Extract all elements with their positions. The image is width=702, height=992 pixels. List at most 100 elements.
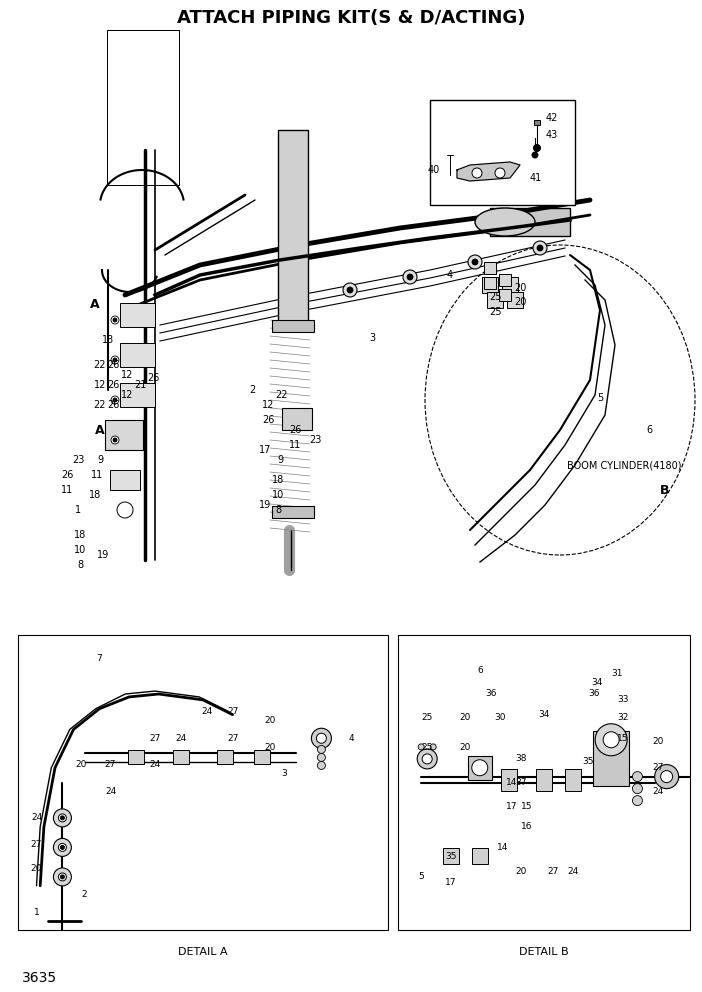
Text: BOOM CYLINDER(4180): BOOM CYLINDER(4180) (567, 460, 682, 470)
Bar (565, 769, 581, 791)
Text: 35: 35 (445, 852, 456, 861)
Text: 11: 11 (61, 485, 73, 495)
Ellipse shape (475, 208, 535, 236)
Bar (105, 420, 143, 450)
Text: A: A (95, 424, 105, 436)
Text: 22: 22 (94, 360, 106, 370)
Text: 20: 20 (460, 713, 471, 722)
Text: 27: 27 (105, 760, 117, 770)
Circle shape (113, 438, 117, 442)
Circle shape (53, 868, 72, 886)
Bar (282, 408, 312, 430)
Text: 2: 2 (82, 890, 88, 899)
Text: 22: 22 (94, 400, 106, 410)
Circle shape (113, 398, 117, 402)
Text: 1: 1 (34, 908, 39, 917)
Text: 25: 25 (489, 307, 501, 317)
Text: 27: 27 (31, 840, 42, 849)
Text: 24: 24 (568, 866, 579, 876)
Text: 19: 19 (259, 500, 271, 510)
Text: 14: 14 (506, 778, 517, 787)
Text: 27: 27 (227, 707, 238, 716)
Text: 20: 20 (652, 737, 663, 746)
Circle shape (633, 772, 642, 782)
Circle shape (113, 318, 117, 322)
Text: 31: 31 (611, 669, 623, 678)
Text: 14: 14 (498, 843, 509, 852)
Text: 9: 9 (97, 455, 103, 465)
Text: 20: 20 (31, 864, 42, 873)
Circle shape (347, 287, 353, 293)
Text: 20: 20 (460, 743, 471, 752)
Circle shape (655, 765, 679, 789)
Bar (490, 208, 570, 236)
Text: 20: 20 (514, 297, 526, 307)
Text: 24: 24 (105, 787, 116, 796)
Text: 10: 10 (272, 490, 284, 500)
Circle shape (534, 145, 541, 152)
Circle shape (343, 283, 357, 297)
Text: 18: 18 (89, 490, 101, 500)
Circle shape (472, 168, 482, 178)
Text: 26: 26 (61, 470, 73, 480)
Text: 6: 6 (646, 425, 652, 435)
Text: 17: 17 (506, 802, 517, 810)
Bar (484, 262, 496, 274)
Bar (499, 289, 511, 301)
Text: 20: 20 (514, 283, 526, 293)
Bar (507, 292, 523, 308)
Bar (398, 635, 690, 930)
Text: 26: 26 (289, 425, 301, 435)
Circle shape (472, 760, 488, 776)
Text: 23: 23 (309, 435, 322, 445)
Text: 24: 24 (176, 734, 187, 743)
Text: 5: 5 (597, 393, 603, 403)
Text: 26: 26 (107, 400, 119, 410)
Text: 17: 17 (259, 445, 271, 455)
Text: DETAIL B: DETAIL B (519, 947, 569, 957)
Bar (442, 848, 458, 864)
Circle shape (317, 733, 326, 743)
Text: 3635: 3635 (22, 971, 57, 985)
Bar (472, 848, 488, 864)
Text: 25: 25 (421, 743, 433, 752)
Polygon shape (457, 162, 520, 181)
Circle shape (113, 358, 117, 362)
Circle shape (537, 245, 543, 251)
Circle shape (317, 745, 326, 754)
Text: 8: 8 (275, 505, 281, 515)
Text: DETAIL A: DETAIL A (178, 947, 228, 957)
Bar (107, 30, 179, 185)
Bar (217, 750, 233, 765)
Text: 12: 12 (121, 370, 133, 380)
Text: 18: 18 (74, 530, 86, 540)
Bar (499, 274, 511, 286)
Circle shape (60, 845, 65, 849)
Text: 11: 11 (91, 470, 103, 480)
Bar (254, 750, 270, 765)
Text: 43: 43 (546, 130, 558, 140)
Circle shape (495, 168, 505, 178)
Text: 26: 26 (147, 373, 159, 383)
Text: 20: 20 (515, 866, 526, 876)
Text: 34: 34 (591, 678, 602, 686)
Bar (107, 30, 179, 185)
Circle shape (533, 241, 547, 255)
Bar (502, 277, 518, 293)
Text: 2: 2 (249, 385, 255, 395)
Circle shape (633, 796, 642, 806)
Circle shape (53, 808, 72, 827)
Text: 27: 27 (150, 734, 161, 743)
Circle shape (58, 843, 67, 851)
Circle shape (53, 838, 72, 856)
Text: 26: 26 (262, 415, 274, 425)
Text: 10: 10 (74, 545, 86, 555)
Bar (278, 130, 308, 330)
Text: 27: 27 (227, 734, 238, 743)
Circle shape (60, 815, 65, 820)
Circle shape (422, 754, 432, 764)
Text: 24: 24 (150, 760, 161, 770)
Circle shape (407, 274, 413, 280)
Circle shape (111, 396, 119, 404)
Circle shape (312, 728, 331, 748)
